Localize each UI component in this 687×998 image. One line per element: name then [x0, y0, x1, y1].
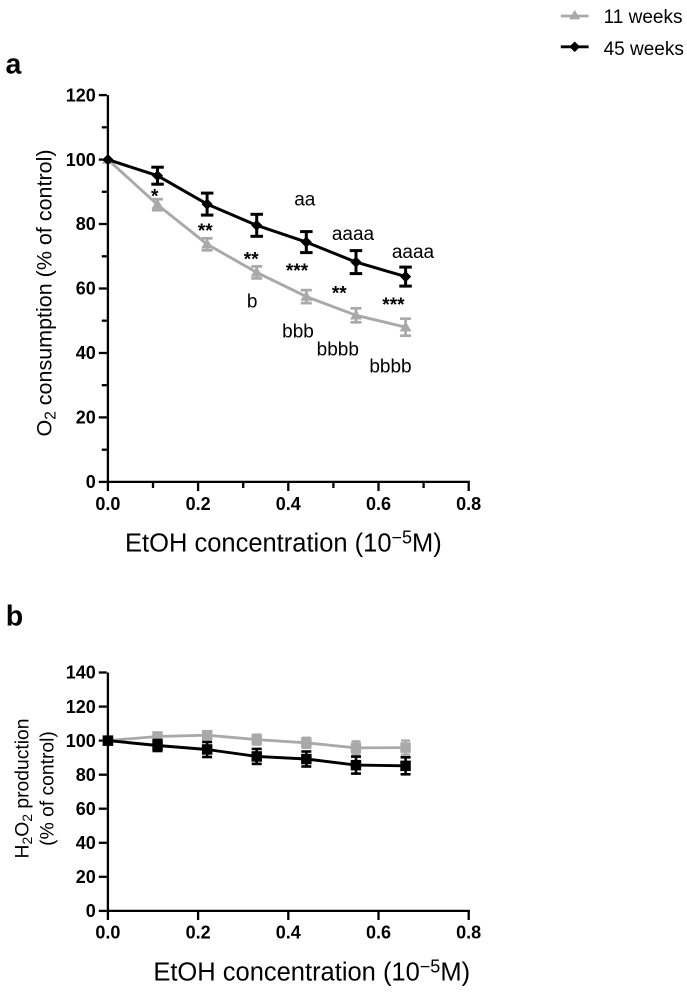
svg-text:0.0: 0.0 [95, 922, 120, 942]
svg-text:40: 40 [76, 833, 96, 853]
svg-text:45 weeks: 45 weeks [604, 39, 684, 60]
svg-text:**: ** [198, 221, 213, 242]
svg-text:20: 20 [76, 867, 96, 887]
svg-text:60: 60 [76, 279, 96, 299]
svg-text:120: 120 [66, 85, 96, 105]
svg-text:aaaa: aaaa [392, 242, 435, 263]
svg-text:b: b [247, 292, 258, 313]
svg-text:***: *** [382, 295, 405, 316]
svg-text:0.2: 0.2 [186, 494, 211, 514]
svg-text:60: 60 [76, 799, 96, 819]
svg-text:(% of control): (% of control) [37, 731, 58, 846]
svg-text:0.4: 0.4 [276, 494, 301, 514]
svg-text:EtOH concentration (10−5M): EtOH concentration (10−5M) [125, 528, 442, 558]
svg-text:11 weeks: 11 weeks [604, 7, 683, 28]
svg-text:0.6: 0.6 [366, 494, 391, 514]
svg-text:bbb: bbb [282, 321, 314, 342]
svg-text:100: 100 [66, 731, 96, 751]
svg-text:0.0: 0.0 [95, 494, 120, 514]
svg-text:b: b [6, 600, 23, 632]
svg-text:80: 80 [76, 214, 96, 234]
svg-text:0.2: 0.2 [186, 922, 211, 942]
svg-text:0: 0 [86, 901, 96, 921]
svg-text:100: 100 [66, 150, 96, 170]
svg-text:EtOH concentration (10−5M): EtOH concentration (10−5M) [153, 957, 470, 987]
svg-text:aaaa: aaaa [332, 224, 375, 245]
svg-text:***: *** [286, 261, 309, 282]
svg-text:0: 0 [86, 472, 96, 492]
svg-text:140: 140 [66, 663, 96, 683]
svg-text:aa: aa [294, 190, 316, 211]
svg-text:bbbb: bbbb [317, 340, 359, 361]
svg-text:120: 120 [66, 697, 96, 717]
svg-text:0.6: 0.6 [366, 922, 391, 942]
svg-text:H2O2 production: H2O2 production [12, 719, 35, 859]
svg-text:80: 80 [76, 765, 96, 785]
svg-text:bbbb: bbbb [369, 357, 411, 378]
svg-text:O2 consumption (% of control): O2 consumption (% of control) [33, 149, 60, 436]
svg-text:40: 40 [76, 343, 96, 363]
svg-text:**: ** [332, 283, 347, 304]
svg-text:a: a [6, 49, 23, 81]
svg-text:**: ** [244, 250, 259, 271]
svg-text:20: 20 [76, 408, 96, 428]
svg-text:*: * [151, 187, 159, 208]
svg-text:0.8: 0.8 [456, 494, 481, 514]
svg-text:0.8: 0.8 [456, 922, 481, 942]
svg-text:0.4: 0.4 [276, 922, 301, 942]
